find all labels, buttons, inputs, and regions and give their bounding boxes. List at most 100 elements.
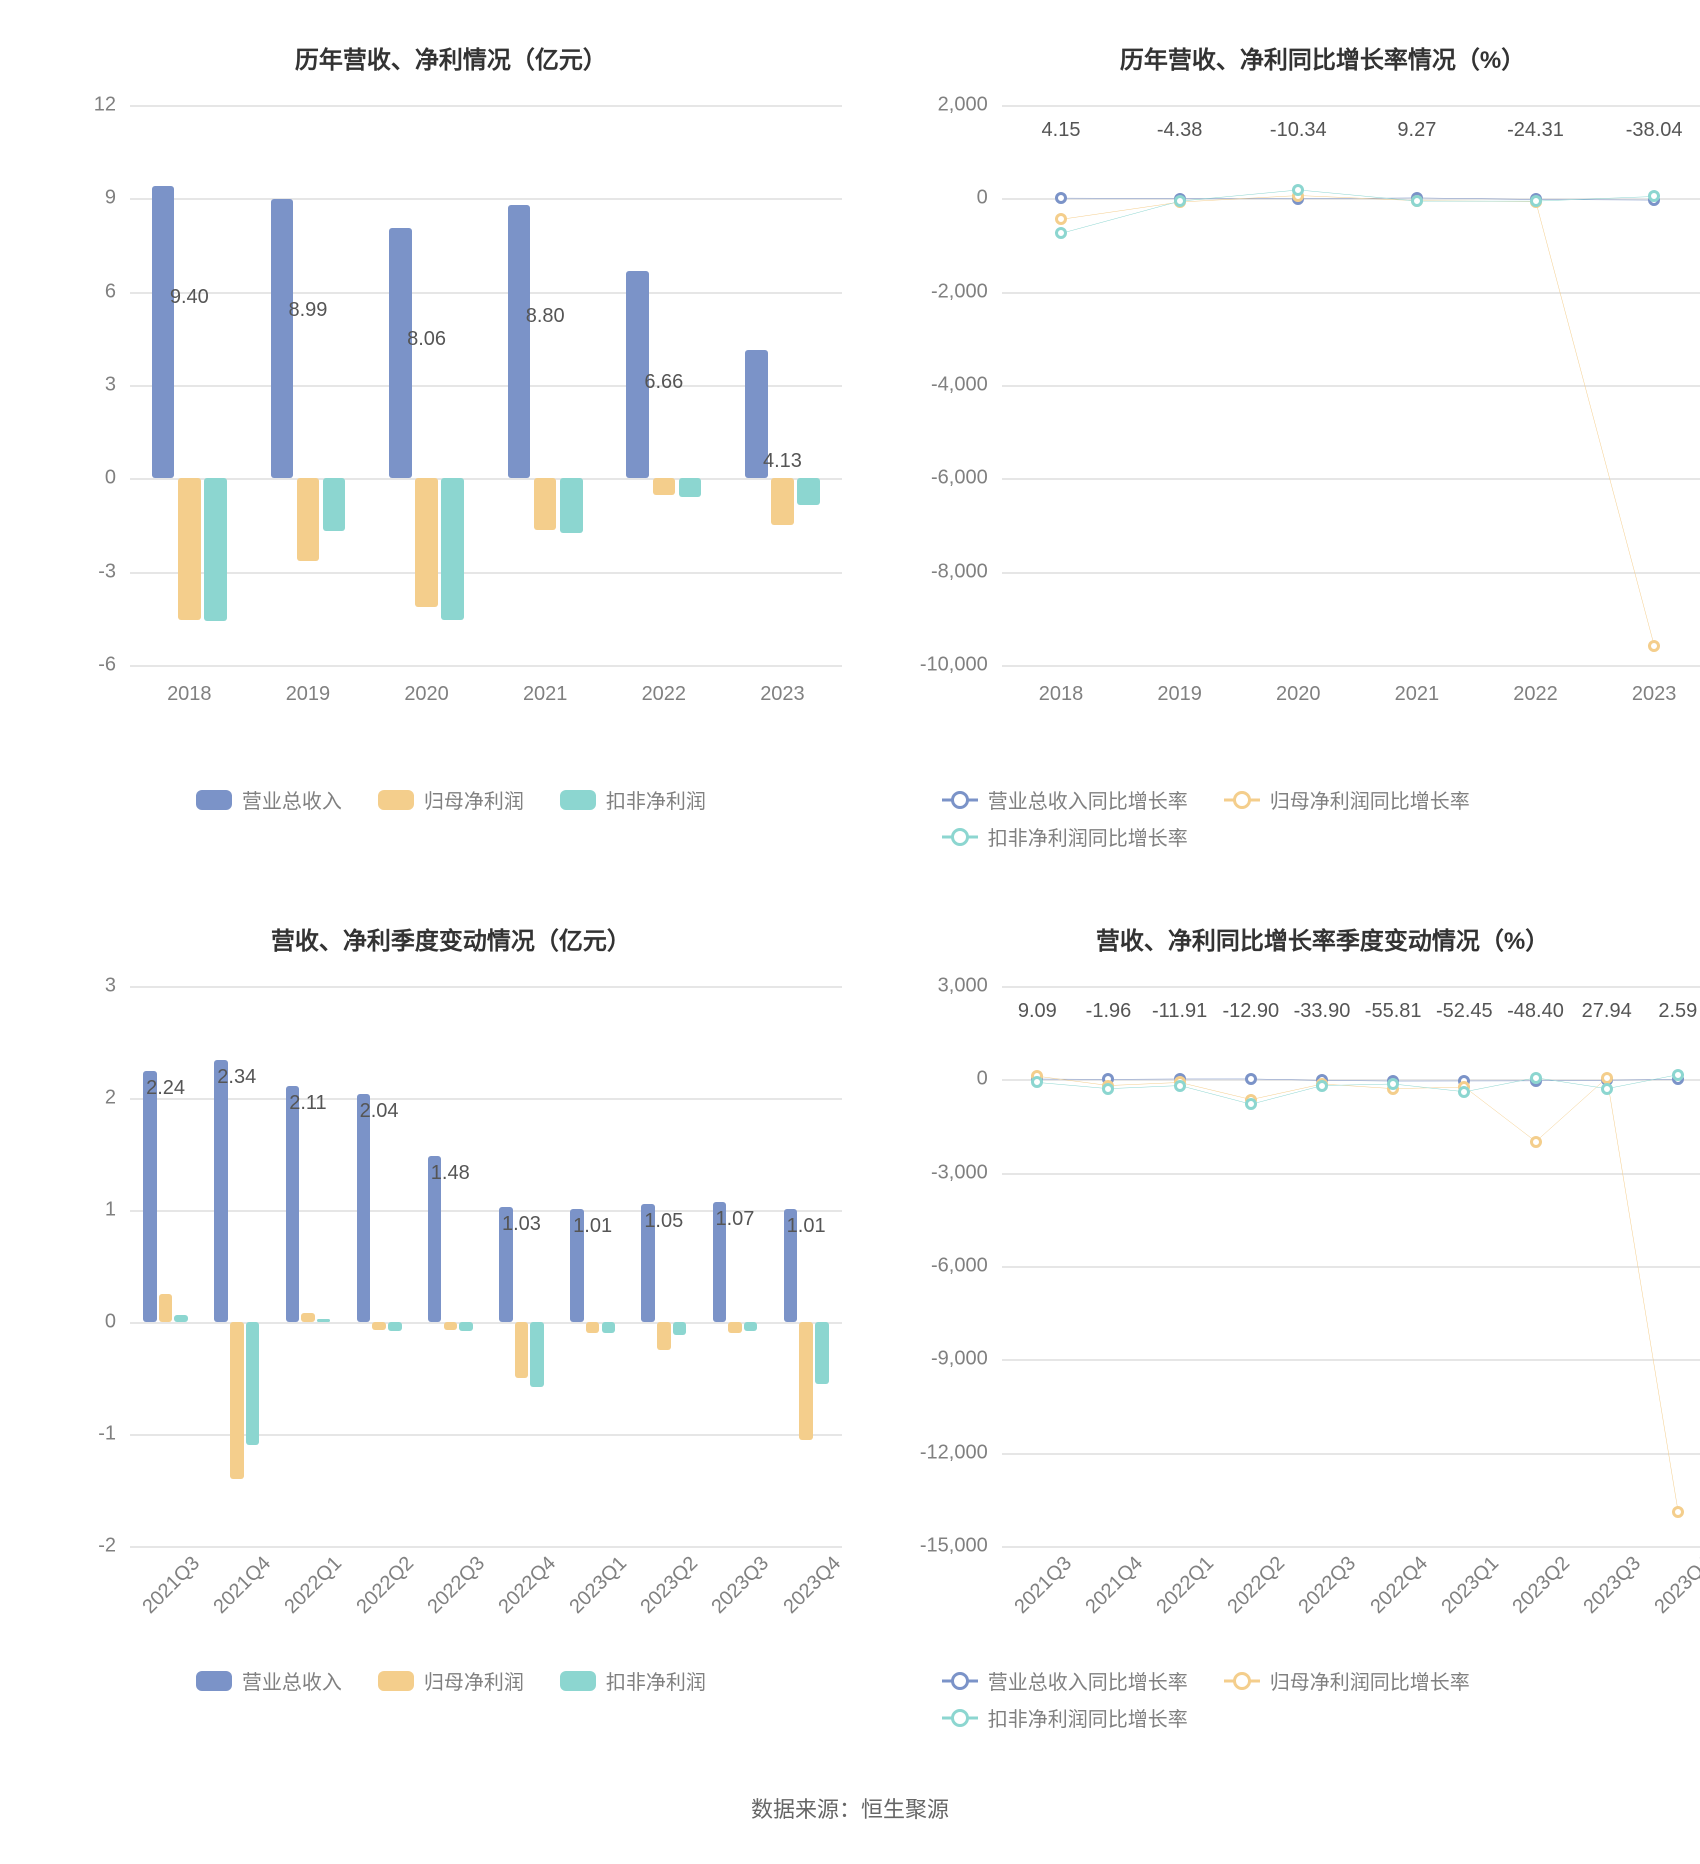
bar [178,478,201,620]
legend-label: 扣非净利润同比增长率 [988,1703,1188,1732]
chart-title: 历年营收、净利情况（亿元） [40,40,862,75]
legend-swatch [196,1671,232,1691]
bar [143,1071,157,1322]
line-marker [1055,213,1067,225]
x-tick-label: 2023Q4 [766,1539,852,1625]
chart-quarterly-growth-rate: 营收、净利同比增长率季度变动情况（%）-15,000-12,000-9,000-… [912,901,1700,1752]
bar [744,1322,758,1331]
y-tick-label: 1 [105,1199,130,1222]
y-tick-label: 0 [977,187,1002,210]
y-tick-label: -2,000 [931,280,1002,303]
bar-group: 1.07 [699,986,770,1546]
legend-label: 营业总收入 [242,1666,342,1695]
line-marker [1174,195,1186,207]
legend-label: 归母净利润同比增长率 [1270,785,1470,814]
y-tick-label: 6 [105,280,130,303]
legend-item: 扣非净利润同比增长率 [942,1703,1188,1732]
y-tick-label: -1 [98,1423,130,1446]
x-axis: 2021Q32021Q42022Q12022Q22022Q32022Q42023… [130,1546,842,1596]
x-tick-label: 2021Q4 [197,1539,283,1625]
legend-swatch-line [942,793,978,807]
chart-annual-revenue-profit: 历年营收、净利情况（亿元）-6-30369129.408.998.068.806… [40,20,862,871]
line-marker [1648,190,1660,202]
x-tick-label: 2022Q4 [481,1539,567,1625]
bar-value-label: 8.80 [526,305,565,328]
bar [230,1322,244,1479]
bar-group: 2.24 [130,986,201,1546]
y-tick-label: 2 [105,1087,130,1110]
y-tick-label: 0 [105,1311,130,1334]
x-tick-label: 2023Q2 [624,1539,710,1625]
line-marker [1530,195,1542,207]
x-tick-label: 2019 [1120,665,1239,715]
legend-label: 扣非净利润 [606,785,706,814]
legend: 营业总收入归母净利润扣非净利润 [40,785,862,814]
x-axis: 201820192020202120222023 [130,665,842,715]
bar [444,1322,458,1330]
y-tick-label: -6,000 [931,467,1002,490]
bar-value-label: 2.34 [217,1066,256,1089]
line-marker [1055,227,1067,239]
bar [204,478,227,621]
line-marker [1292,184,1304,196]
bar-value-label: 9.40 [170,286,209,309]
line-path [1061,190,1654,233]
line-marker [1672,1069,1684,1081]
bar-group: 8.99 [249,105,368,665]
y-tick-label: -4,000 [931,374,1002,397]
x-tick-label: 2019 [249,665,368,715]
y-tick-label: -3 [98,560,130,583]
bar [653,478,676,495]
bar [799,1322,813,1440]
y-tick-label: 12 [94,94,130,117]
x-tick-label: 2022Q2 [1211,1539,1297,1625]
plot-area: -6-30369129.408.998.068.806.664.13 [130,105,842,665]
bar [323,478,346,531]
x-tick-label: 2021 [1358,665,1477,715]
bar [372,1322,386,1330]
legend-item: 扣非净利润同比增长率 [942,822,1188,851]
bar-group: 9.40 [130,105,249,665]
bar [246,1322,260,1445]
x-tick-label: 2021Q3 [997,1539,1083,1625]
chart-quarterly-revenue-profit: 营收、净利季度变动情况（亿元）-2-101232.242.342.112.041… [40,901,862,1752]
bar-value-label: 1.48 [431,1162,470,1185]
bar-group: 1.01 [771,986,842,1546]
charts-grid: 历年营收、净利情况（亿元）-6-30369129.408.998.068.806… [40,20,1660,1752]
y-tick-label: -10,000 [920,654,1002,677]
y-tick-label: -6,000 [931,1255,1002,1278]
bar [214,1060,228,1322]
bar [508,205,531,479]
legend: 营业总收入同比增长率归母净利润同比增长率扣非净利润同比增长率 [942,785,1700,851]
bar [389,228,412,479]
legend-swatch-line [942,830,978,844]
legend-label: 归母净利润同比增长率 [1270,1666,1470,1695]
bar [602,1322,616,1333]
line-marker [1245,1098,1257,1110]
bar [388,1322,402,1331]
legend: 营业总收入 归母净利润 扣非净利润 [40,1666,862,1695]
x-tick-label: 2021Q3 [126,1539,212,1625]
x-tick-label: 2021Q4 [1068,1539,1154,1625]
x-tick-label: 2022Q1 [268,1539,354,1625]
bar [286,1086,300,1322]
legend-label: 扣非净利润 [606,1666,706,1695]
legend-item: 归母净利润 [378,1666,524,1695]
line-path [1037,1076,1678,1512]
line-marker [1055,192,1067,204]
x-tick-label: 2022Q2 [339,1539,425,1625]
line-marker [1411,195,1423,207]
y-tick-label: -8,000 [931,560,1002,583]
x-tick-label: 2022 [605,665,724,715]
bar-value-label: 2.11 [289,1092,326,1115]
line-marker [1245,1073,1257,1085]
y-tick-label: -9,000 [931,1348,1002,1371]
bar-group: 1.48 [415,986,486,1546]
legend: 营业总收入同比增长率归母净利润同比增长率扣非净利润同比增长率 [942,1666,1700,1732]
bar [673,1322,687,1335]
y-tick-label: 3 [105,975,130,998]
x-tick-label: 2023Q3 [1567,1539,1653,1625]
x-tick-label: 2018 [1002,665,1121,715]
legend-label: 扣非净利润同比增长率 [988,822,1188,851]
bar [560,478,583,532]
